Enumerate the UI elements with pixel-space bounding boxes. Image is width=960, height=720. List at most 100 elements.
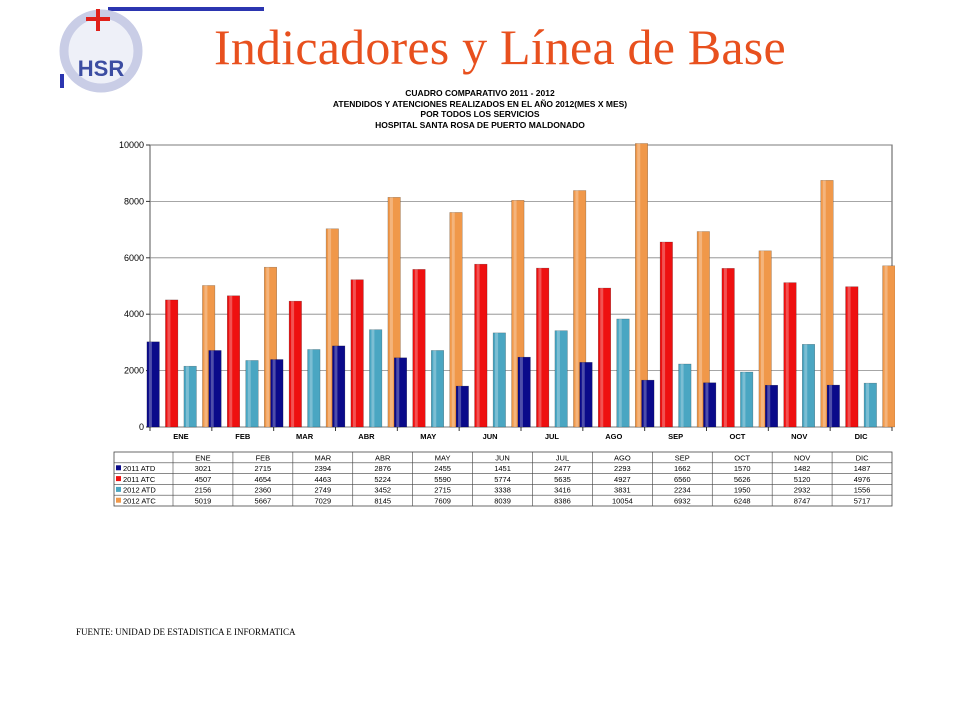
table-cell: 10054 xyxy=(612,497,633,506)
table-cell: 2876 xyxy=(374,464,391,473)
table-cell: 2715 xyxy=(434,486,451,495)
bar-2011-atd-mar xyxy=(270,359,284,428)
legend-label: 2011 ATC xyxy=(123,475,156,484)
table-header-cell: NOV xyxy=(794,453,810,462)
table-cell: 2394 xyxy=(314,464,331,473)
slide-title: Indicadores y Línea de Base xyxy=(214,19,786,75)
table-cell: 5626 xyxy=(734,475,751,484)
bar-highlight xyxy=(699,231,703,427)
table-cell: 5590 xyxy=(434,475,451,484)
bar-2011-atc-oct xyxy=(721,268,735,428)
bar-highlight xyxy=(352,279,356,427)
bar-2012-atd-dic xyxy=(863,382,877,428)
hsr-logo-icon: HSR xyxy=(59,7,264,93)
x-tick-label: FEB xyxy=(235,432,251,441)
bar-2012-atc-nov xyxy=(820,180,834,428)
bar-2011-atd-feb xyxy=(208,350,222,428)
table-cell: 1451 xyxy=(494,464,511,473)
bar-2012-atc-ago xyxy=(635,143,648,428)
y-tick-label: 8000 xyxy=(124,196,144,206)
table-cell: 8039 xyxy=(494,497,511,506)
bar-highlight xyxy=(742,372,746,427)
bar-2012-atd-ago xyxy=(616,318,630,428)
bar-highlight xyxy=(643,380,647,427)
bar-highlight xyxy=(396,357,400,427)
bar-highlight xyxy=(334,345,338,427)
x-tick-label: JUN xyxy=(483,432,498,441)
chart-title-line-1: CUADRO COMPARATIVO 2011 - 2012 xyxy=(405,88,555,98)
bar-highlight xyxy=(266,267,270,427)
table-header-cell: JUN xyxy=(495,453,510,462)
bar-2012-atc-oct xyxy=(758,250,772,428)
legend-swatch xyxy=(116,465,121,471)
table-cell: 4507 xyxy=(195,475,212,484)
bar-highlight xyxy=(760,250,764,427)
bar-highlight xyxy=(210,350,214,427)
bar-highlight xyxy=(600,288,604,427)
table-cell: 3021 xyxy=(195,464,212,473)
y-tick-label: 4000 xyxy=(124,309,144,319)
table-cell: 1487 xyxy=(854,464,871,473)
bar-2011-atd-ene xyxy=(146,341,160,428)
y-tick-label: 2000 xyxy=(124,366,144,376)
bar-highlight xyxy=(476,264,480,427)
bar-highlight xyxy=(458,386,462,427)
bar-highlight xyxy=(581,362,585,427)
bar-2011-atc-may xyxy=(412,269,426,428)
table-cell: 6248 xyxy=(734,497,751,506)
table-cell: 6560 xyxy=(674,475,691,484)
bar-2012-atd-ene xyxy=(183,365,197,428)
table-cell: 2360 xyxy=(255,486,272,495)
bar-2012-atc-may xyxy=(449,212,463,428)
bar-2012-atc-sep xyxy=(696,231,710,428)
bar-highlight xyxy=(229,295,233,427)
bar-highlight xyxy=(148,341,152,427)
bar-2011-atd-dic xyxy=(826,384,840,428)
bar-highlight xyxy=(680,364,684,427)
legend-label: 2011 ATD xyxy=(123,464,156,473)
table-cell: 5635 xyxy=(554,475,571,484)
table-cell: 2477 xyxy=(554,464,571,473)
table-cell: 5667 xyxy=(255,497,272,506)
table-cell: 6932 xyxy=(674,497,691,506)
bar-2012-atd-may xyxy=(431,350,444,428)
table-cell: 4654 xyxy=(255,475,272,484)
x-tick-label: ABR xyxy=(358,432,375,441)
table-header-cell: AGO xyxy=(614,453,631,462)
bar-highlight xyxy=(866,383,870,427)
bar-2011-atd-abr xyxy=(332,345,346,428)
bar-highlight xyxy=(829,385,833,427)
table-cell: 2715 xyxy=(255,464,272,473)
table-cell: 5717 xyxy=(854,497,871,506)
table-cell: 2156 xyxy=(195,486,212,495)
bar-2011-atd-nov xyxy=(765,384,778,428)
table-header-cell: ABR xyxy=(375,453,391,462)
table-cell: 3452 xyxy=(374,486,391,495)
bar-highlight xyxy=(495,332,499,427)
chart-title-line-2: ATENDIDOS Y ATENCIONES REALIZADOS EN EL … xyxy=(332,98,628,109)
bar-2012-atd-oct xyxy=(740,371,754,428)
x-tick-label: MAR xyxy=(296,432,314,441)
x-tick-label: SEP xyxy=(668,432,683,441)
table-cell: 8747 xyxy=(794,497,811,506)
legend-swatch xyxy=(116,497,121,503)
bar-2012-atd-feb xyxy=(245,360,259,428)
bar-2012-atd-jul xyxy=(554,330,568,428)
bar-highlight xyxy=(637,143,641,427)
bar-highlight xyxy=(414,269,418,427)
logo-letters: HSR xyxy=(78,56,125,81)
source-note: FUENTE: UNIDAD DE ESTADISTICA E INFORMAT… xyxy=(76,627,296,637)
x-tick-label: AGO xyxy=(605,432,622,441)
bar-2012-atd-abr xyxy=(369,329,383,428)
table-header-cell: MAR xyxy=(314,453,331,462)
bar-highlight xyxy=(451,212,455,427)
legend-swatch xyxy=(116,486,121,492)
bar-2011-atd-ago xyxy=(579,362,593,428)
bar-highlight xyxy=(575,190,579,427)
table-cell: 1570 xyxy=(734,464,751,473)
bar-highlight xyxy=(767,385,771,427)
table-cell: 4463 xyxy=(314,475,331,484)
table-header-cell: JUL xyxy=(556,453,569,462)
y-tick-label: 10000 xyxy=(119,140,144,150)
table-header-cell: DIC xyxy=(856,453,870,462)
